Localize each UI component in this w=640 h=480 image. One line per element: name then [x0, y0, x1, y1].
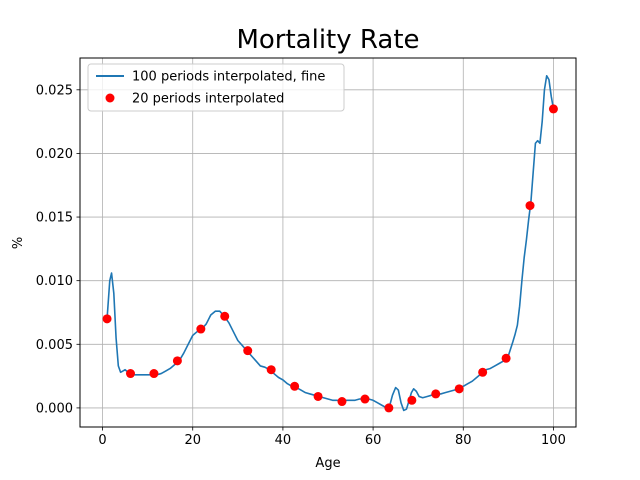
scatter-point [407, 395, 417, 405]
legend-label-points: 20 periods interpolated [132, 92, 284, 107]
scatter-point [172, 356, 182, 366]
scatter-point [478, 367, 488, 377]
grid [80, 58, 576, 427]
scatter-point [102, 314, 112, 324]
legend-box [87, 63, 345, 112]
axes-frame [79, 57, 577, 428]
scatter-point [243, 346, 253, 356]
y-tick-label: 0.015 [36, 211, 73, 226]
y-tick-label: 0.005 [36, 338, 73, 353]
scatter-point [501, 353, 511, 363]
legend: 100 periods interpolated, fine 20 period… [87, 63, 345, 112]
y-tick-label: 0.025 [36, 83, 73, 98]
scatter-point [290, 381, 300, 391]
scatter-point [360, 394, 370, 404]
y-tick-label: 0.000 [36, 401, 73, 416]
x-tick-label: 100 [541, 433, 566, 448]
y-tick-label: 0.010 [36, 274, 73, 289]
scatter-point [384, 403, 394, 413]
y-tick-label: 0.020 [36, 147, 73, 162]
scatter-series-layer [102, 104, 558, 413]
y-axis-label: % [11, 237, 26, 249]
x-tick-label: 0 [98, 433, 106, 448]
scatter-point [454, 384, 464, 394]
scatter-point [266, 365, 276, 375]
scatter-point [337, 397, 347, 407]
scatter-point [220, 311, 230, 321]
legend-label-line: 100 periods interpolated, fine [132, 70, 325, 85]
scatter-point [126, 369, 136, 379]
scatter-point [149, 369, 159, 379]
x-tick-label: 20 [184, 433, 201, 448]
x-axis-label: Age [315, 456, 340, 471]
scatter-point [431, 389, 441, 399]
scatter-point [313, 391, 323, 401]
x-tick-label: 40 [275, 433, 292, 448]
x-tick-label: 80 [455, 433, 472, 448]
legend-point-swatch [105, 93, 115, 103]
scatter-point [525, 201, 535, 211]
scatter-point [548, 104, 558, 114]
chart-title: Mortality Rate [236, 25, 419, 55]
scatter-point [196, 324, 206, 334]
axis-ticks: 0 20 40 60 80 100 0.000 0.005 0.010 0.015 0.020 0.0… [36, 83, 566, 448]
x-tick-label: 60 [365, 433, 382, 448]
